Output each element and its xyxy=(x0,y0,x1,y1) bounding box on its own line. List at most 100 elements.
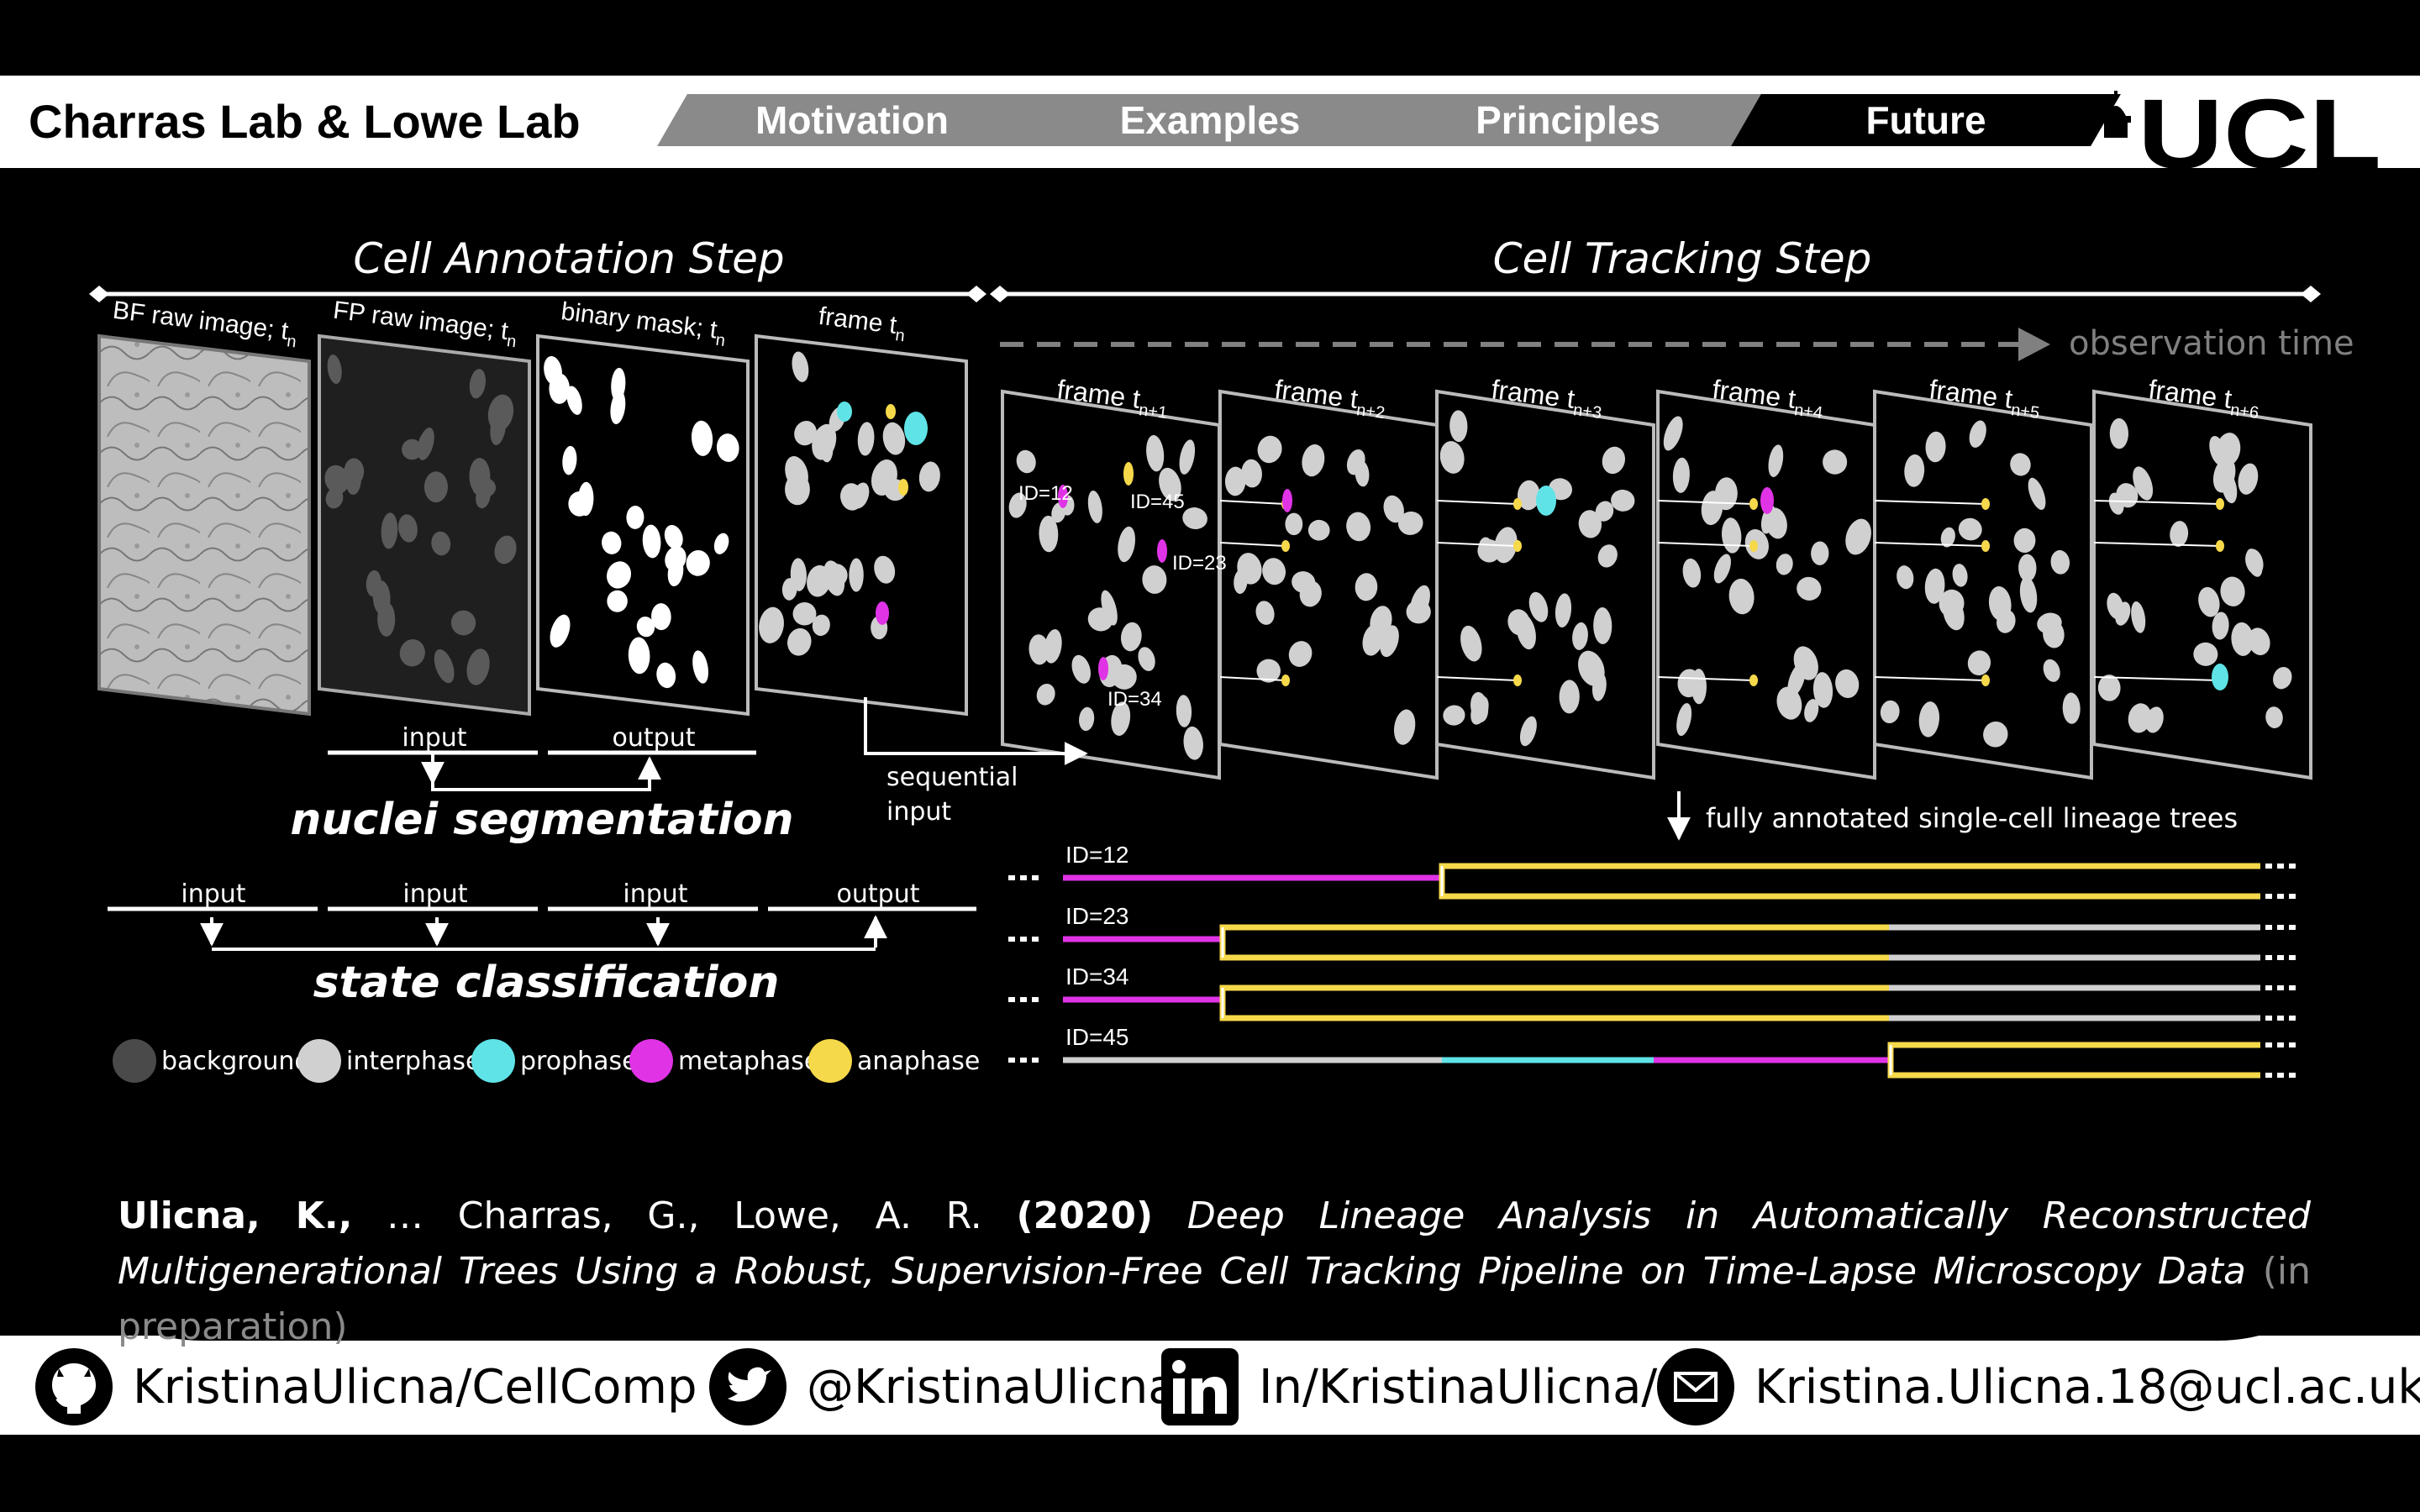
track-cell-anaphase xyxy=(1513,498,1522,510)
ucl-logo: UCL xyxy=(2101,84,2381,176)
annotation-panel xyxy=(97,333,311,717)
nucleus xyxy=(1672,457,1690,493)
observation-time-arrowhead xyxy=(2018,328,2050,361)
track-line xyxy=(2093,676,2221,681)
nucleus xyxy=(2062,692,2081,724)
track-cell-anaphase xyxy=(1513,675,1522,686)
nucleus xyxy=(1383,495,1404,523)
segmentation-flow xyxy=(328,750,756,791)
nucleus xyxy=(642,524,661,559)
nucleus xyxy=(345,465,361,496)
nucleus xyxy=(790,558,807,591)
nucleus xyxy=(1142,565,1167,594)
segmentation-title: nuclei segmentation xyxy=(290,795,793,845)
github-handle: KristinaUlicna/CellComp xyxy=(133,1359,697,1415)
contact-email[interactable]: Kristina.Ulicna.18@ucl.ac.uk xyxy=(1655,1347,2420,1427)
frame-id-label: ID=12 xyxy=(1018,482,1073,505)
ucl-logo-text: UCL xyxy=(2138,84,2381,176)
track-cell-anaphase xyxy=(1749,540,1758,552)
nucleus xyxy=(2013,528,2036,554)
nucleus xyxy=(324,465,350,494)
legend-label: background xyxy=(161,1047,310,1076)
nucleus xyxy=(1677,669,1701,698)
track-cell-anaphase xyxy=(1981,675,1990,686)
nucleus xyxy=(2131,601,2146,633)
nucleus xyxy=(1940,527,1955,548)
nucleus xyxy=(1983,721,2008,748)
track-line xyxy=(2093,500,2221,505)
contact-github[interactable]: KristinaUlicna/CellComp xyxy=(34,1347,697,1427)
lineage-id-label: ID=45 xyxy=(1065,1024,1129,1050)
nucleus xyxy=(611,367,626,402)
nucleus-anaphase xyxy=(886,404,896,419)
segmentation-output-label: output xyxy=(613,723,696,753)
nucleus-metaphase xyxy=(1282,489,1292,512)
citation-authors: … Charras, G., Lowe, A. R. xyxy=(352,1194,1017,1237)
annotation-panel xyxy=(536,333,750,717)
lineage-branch xyxy=(1219,984,1889,1021)
nucleus xyxy=(792,601,817,626)
annotation-step-title: Cell Annotation Step xyxy=(353,234,784,283)
nucleus xyxy=(1591,672,1607,701)
nucleus xyxy=(667,557,684,587)
nucleus xyxy=(656,662,676,689)
nucleus xyxy=(1362,623,1384,656)
image-panel xyxy=(755,333,968,717)
nucleus xyxy=(2097,675,2121,701)
nucleus xyxy=(1397,511,1423,535)
frame-label-subscript: n+1 xyxy=(1138,401,1168,423)
classification-input-label: input xyxy=(623,879,687,909)
nucleus xyxy=(1804,699,1819,722)
image-panel xyxy=(318,333,531,717)
frame-label-subscript: n+5 xyxy=(2010,401,2040,423)
contact-linkedin[interactable]: In/KristinaUlicna/ xyxy=(1160,1347,1657,1427)
ucl-portico-icon xyxy=(2101,91,2131,138)
nucleus xyxy=(2209,436,2227,466)
nucleus xyxy=(1823,449,1848,475)
track-cell-anaphase xyxy=(2216,498,2224,510)
track-cell-anaphase xyxy=(1281,675,1290,686)
track-cell-anaphase xyxy=(2216,540,2224,552)
nucleus xyxy=(1256,659,1281,683)
legend-label: anaphase xyxy=(857,1047,980,1076)
nucleus xyxy=(402,438,423,460)
track-cell-anaphase xyxy=(1981,540,1990,552)
nucleus xyxy=(1159,467,1181,501)
panel-label-subscript: n xyxy=(506,332,518,351)
track-line xyxy=(2093,542,2221,547)
track-cell-anaphase xyxy=(1749,498,1758,510)
lineage-branch xyxy=(1219,924,1889,961)
classification-title: state classification xyxy=(313,958,780,1008)
nucleus xyxy=(1765,507,1787,539)
nucleus xyxy=(1952,564,1968,587)
tracking-frames: frame tn+1 frame tn+2 frame tn+3 frame tn+4… xyxy=(1001,374,2312,780)
nucleus xyxy=(1262,558,1286,585)
lineage-caption: fully annotated single-cell lineage tree… xyxy=(1706,802,2238,834)
lineage-id-label: ID=34 xyxy=(1065,963,1129,990)
image-panel xyxy=(1001,389,1221,780)
tracking-frame xyxy=(2092,389,2312,780)
image-panel xyxy=(1656,389,1876,780)
nucleus xyxy=(818,426,834,463)
lineage-id-label: ID=23 xyxy=(1065,903,1129,929)
nucleus xyxy=(1918,701,1940,738)
nucleus xyxy=(549,373,571,404)
nucleus-prophase xyxy=(837,402,852,422)
tracking-frame xyxy=(1656,389,1876,780)
image-panel xyxy=(2092,389,2312,780)
nucleus xyxy=(399,639,425,667)
track-line xyxy=(1874,500,1986,505)
nucleus-anaphase xyxy=(898,479,908,496)
nucleus xyxy=(1393,709,1416,745)
image-panel xyxy=(1218,389,1439,780)
track-line xyxy=(1874,542,1986,547)
nucleus xyxy=(424,471,448,503)
nucleus xyxy=(2170,521,2189,547)
nucleus xyxy=(1307,519,1330,541)
nucleus xyxy=(490,409,507,445)
nucleus xyxy=(651,603,671,631)
nucleus xyxy=(2231,622,2254,656)
nucleus xyxy=(2115,601,2131,626)
nucleus-metaphase xyxy=(876,601,889,625)
contact-twitter[interactable]: @KristinaUlicna xyxy=(708,1347,1177,1427)
